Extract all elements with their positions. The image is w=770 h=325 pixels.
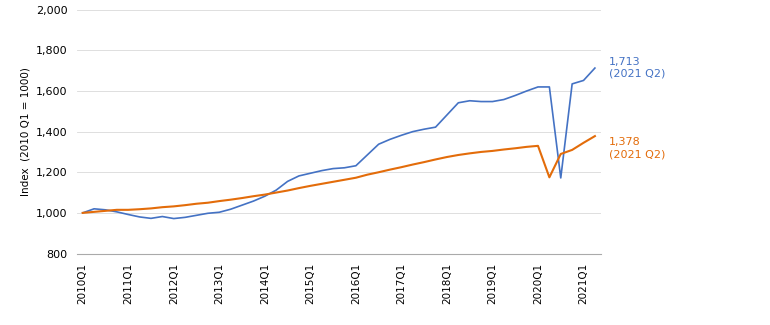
National GDP	[180, 203, 189, 207]
National GDP	[260, 193, 269, 197]
National GDP	[78, 211, 87, 215]
Construction GDP	[101, 208, 110, 212]
Construction GDP	[124, 213, 133, 216]
National GDP	[146, 206, 156, 210]
Construction GDP	[215, 210, 224, 214]
Construction GDP	[477, 100, 486, 104]
Construction GDP	[203, 211, 213, 215]
Construction GDP	[556, 176, 565, 180]
Construction GDP	[135, 215, 144, 219]
Construction GDP	[511, 94, 520, 98]
National GDP	[249, 194, 258, 198]
National GDP	[192, 202, 201, 206]
National GDP	[499, 148, 508, 151]
National GDP	[431, 158, 440, 162]
Line: National GDP: National GDP	[82, 136, 595, 213]
Line: Construction GDP: Construction GDP	[82, 68, 595, 219]
Construction GDP	[363, 153, 372, 157]
Construction GDP	[534, 85, 543, 89]
National GDP	[237, 196, 246, 200]
National GDP	[420, 160, 429, 164]
National GDP	[465, 151, 474, 155]
Construction GDP	[488, 100, 497, 104]
Text: 1,713
(2021 Q2): 1,713 (2021 Q2)	[608, 57, 665, 79]
Construction GDP	[567, 82, 577, 86]
Construction GDP	[340, 166, 349, 170]
Construction GDP	[374, 142, 383, 146]
National GDP	[112, 208, 122, 212]
Construction GDP	[146, 216, 156, 220]
National GDP	[567, 148, 577, 152]
Construction GDP	[442, 113, 451, 117]
Construction GDP	[420, 127, 429, 131]
Text: 1,378
(2021 Q2): 1,378 (2021 Q2)	[608, 137, 665, 159]
Construction GDP	[465, 99, 474, 103]
Construction GDP	[408, 130, 417, 134]
National GDP	[135, 207, 144, 211]
National GDP	[158, 205, 167, 209]
Construction GDP	[283, 179, 292, 183]
Construction GDP	[317, 169, 326, 173]
Y-axis label: Index  (2010 Q1 = 1000): Index (2010 Q1 = 1000)	[20, 67, 30, 196]
National GDP	[101, 209, 110, 213]
National GDP	[442, 155, 451, 159]
Construction GDP	[579, 79, 588, 83]
Construction GDP	[260, 194, 269, 198]
National GDP	[454, 153, 463, 157]
National GDP	[203, 201, 213, 205]
National GDP	[397, 165, 406, 169]
National GDP	[169, 204, 179, 208]
Construction GDP	[169, 217, 179, 221]
National GDP	[215, 199, 224, 203]
National GDP	[544, 176, 554, 179]
National GDP	[591, 134, 600, 138]
Construction GDP	[591, 66, 600, 70]
Construction GDP	[397, 133, 406, 137]
Construction GDP	[431, 125, 440, 129]
Construction GDP	[78, 211, 87, 215]
National GDP	[363, 173, 372, 177]
National GDP	[522, 145, 531, 149]
Construction GDP	[386, 137, 395, 141]
National GDP	[340, 178, 349, 182]
National GDP	[89, 210, 99, 214]
Construction GDP	[89, 207, 99, 211]
Construction GDP	[272, 188, 281, 192]
National GDP	[294, 186, 303, 190]
National GDP	[226, 198, 236, 202]
Construction GDP	[112, 210, 122, 214]
National GDP	[408, 162, 417, 166]
National GDP	[283, 188, 292, 192]
Construction GDP	[158, 214, 167, 218]
Construction GDP	[306, 171, 315, 175]
National GDP	[477, 150, 486, 154]
Construction GDP	[329, 167, 338, 171]
Construction GDP	[192, 214, 201, 217]
Construction GDP	[454, 101, 463, 105]
National GDP	[306, 184, 315, 188]
National GDP	[511, 146, 520, 150]
Construction GDP	[499, 98, 508, 101]
National GDP	[488, 149, 497, 153]
National GDP	[556, 152, 565, 156]
National GDP	[317, 182, 326, 186]
Construction GDP	[237, 203, 246, 207]
Construction GDP	[226, 207, 236, 211]
National GDP	[386, 168, 395, 172]
National GDP	[351, 176, 360, 180]
National GDP	[374, 170, 383, 174]
National GDP	[124, 208, 133, 212]
National GDP	[579, 141, 588, 145]
Construction GDP	[294, 174, 303, 178]
National GDP	[272, 191, 281, 195]
National GDP	[534, 144, 543, 148]
Construction GDP	[351, 164, 360, 168]
Construction GDP	[522, 89, 531, 93]
National GDP	[329, 180, 338, 184]
Construction GDP	[544, 85, 554, 89]
Construction GDP	[180, 215, 189, 219]
Construction GDP	[249, 199, 258, 203]
